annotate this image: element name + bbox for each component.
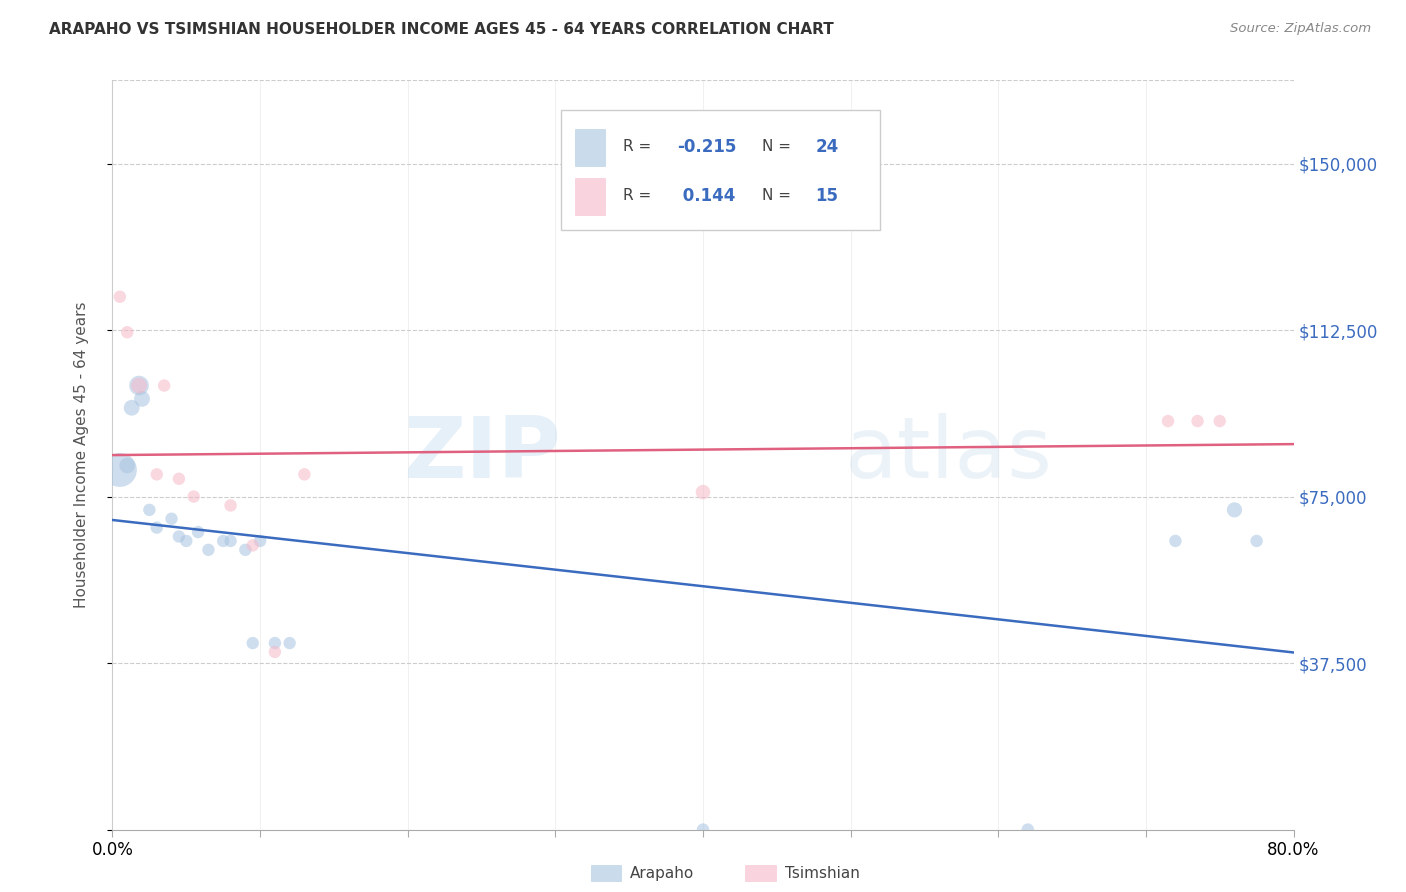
Point bbox=[212, 533, 235, 548]
Text: N =: N = bbox=[762, 188, 796, 203]
Point bbox=[249, 533, 271, 548]
Point bbox=[278, 636, 301, 650]
Point bbox=[219, 533, 242, 548]
Point bbox=[167, 472, 190, 486]
Text: R =: R = bbox=[623, 188, 655, 203]
Point bbox=[131, 392, 153, 406]
Text: Tsimshian: Tsimshian bbox=[785, 866, 859, 880]
Point bbox=[1246, 533, 1268, 548]
Text: 24: 24 bbox=[815, 138, 838, 156]
Point bbox=[264, 645, 287, 659]
Text: N =: N = bbox=[762, 139, 796, 154]
Point bbox=[219, 499, 242, 513]
Text: R =: R = bbox=[623, 139, 655, 154]
Y-axis label: Householder Income Ages 45 - 64 years: Householder Income Ages 45 - 64 years bbox=[75, 301, 89, 608]
Point bbox=[197, 542, 219, 557]
Point bbox=[183, 490, 205, 504]
Text: 0.144: 0.144 bbox=[678, 186, 735, 204]
Point bbox=[160, 512, 183, 526]
Point bbox=[242, 538, 264, 552]
Point bbox=[242, 636, 264, 650]
Point bbox=[121, 401, 143, 415]
Point bbox=[187, 524, 209, 539]
Point bbox=[128, 378, 150, 392]
Point bbox=[108, 463, 131, 477]
Point bbox=[174, 533, 197, 548]
Point bbox=[117, 458, 138, 473]
Point bbox=[1208, 414, 1232, 428]
Text: ARAPAHO VS TSIMSHIAN HOUSEHOLDER INCOME AGES 45 - 64 YEARS CORRELATION CHART: ARAPAHO VS TSIMSHIAN HOUSEHOLDER INCOME … bbox=[49, 22, 834, 37]
Point bbox=[146, 521, 169, 535]
Point bbox=[1187, 414, 1209, 428]
FancyBboxPatch shape bbox=[561, 111, 880, 230]
Point bbox=[1164, 533, 1187, 548]
Point bbox=[292, 467, 315, 482]
Text: atlas: atlas bbox=[845, 413, 1053, 497]
Point bbox=[264, 636, 287, 650]
Text: -0.215: -0.215 bbox=[678, 138, 737, 156]
Text: Arapaho: Arapaho bbox=[630, 866, 695, 880]
Point bbox=[146, 467, 169, 482]
Point bbox=[1017, 822, 1039, 837]
Point bbox=[233, 542, 256, 557]
Point bbox=[138, 503, 160, 517]
Point bbox=[692, 822, 714, 837]
Point bbox=[108, 290, 131, 304]
Point bbox=[167, 529, 190, 543]
FancyBboxPatch shape bbox=[575, 129, 605, 167]
Point bbox=[153, 378, 176, 392]
Text: 15: 15 bbox=[815, 186, 838, 204]
Point bbox=[1157, 414, 1180, 428]
Point bbox=[128, 378, 150, 392]
Point bbox=[1223, 503, 1246, 517]
Point bbox=[117, 325, 138, 339]
Text: Source: ZipAtlas.com: Source: ZipAtlas.com bbox=[1230, 22, 1371, 36]
Text: ZIP: ZIP bbox=[404, 413, 561, 497]
Point bbox=[692, 485, 714, 500]
FancyBboxPatch shape bbox=[575, 178, 605, 215]
